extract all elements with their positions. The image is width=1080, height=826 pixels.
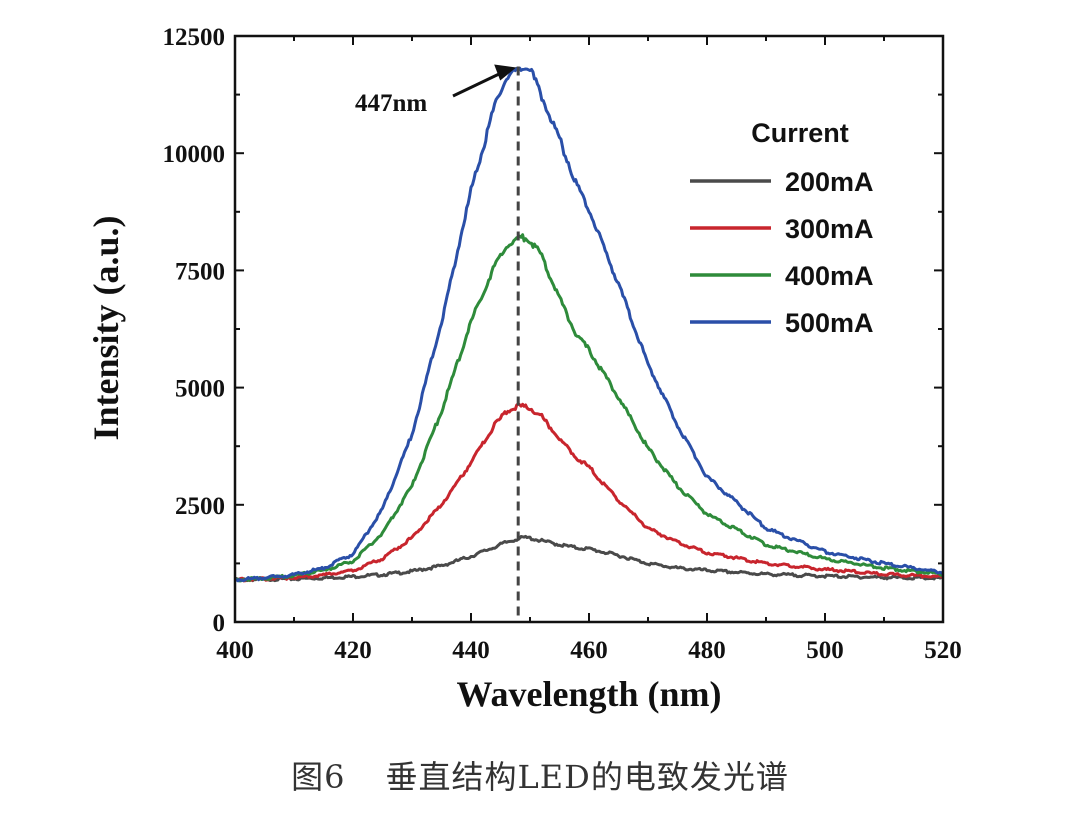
series-line-400mA [234,233,944,583]
x-tick-label: 500 [806,637,844,664]
legend: Current 200mA 300mA 400mA 500mA [690,118,874,338]
annotation-arrow-shaft [452,71,503,98]
y-axis-title: Intensity (a.u.) [86,215,126,440]
figure-label: 图6 [291,758,346,796]
legend-label-200mA: 200mA [785,167,874,197]
series-line-300mA [234,402,944,583]
x-tick-label: 480 [688,637,726,664]
x-tick-label: 400 [216,637,254,664]
legend-label-300mA: 300mA [785,214,874,244]
x-axis-title: Wavelength (nm) [457,674,722,714]
y-axis-ticks: 0 2500 5000 7500 10000 12500 [163,24,943,637]
annotation-arrow-head [494,64,517,81]
x-axis-ticks: 400 420 440 460 480 500 520 [216,36,962,664]
x-tick-label: 420 [334,637,372,664]
y-tick-label: 5000 [175,376,225,403]
x-tick-label: 460 [570,637,608,664]
annotation: 447nm [355,64,517,117]
peak-annotation-label: 447nm [355,90,427,117]
x-tick-label: 440 [452,637,490,664]
plot-frame [233,34,945,624]
el-spectrum-chart: 400 420 440 460 480 500 520 0 2500 5000 7500 10000… [86,24,962,714]
legend-label-500mA: 500mA [785,308,874,338]
x-tick-label: 520 [924,637,962,664]
series-line-500mA [235,66,945,583]
y-tick-label: 12500 [163,24,226,51]
legend-label-400mA: 400mA [785,261,874,291]
y-tick-label: 7500 [175,258,225,285]
plot-area [234,66,945,622]
y-tick-label: 0 [213,610,226,637]
figure-caption: 图6 垂直结构LED的电致发光谱 [0,752,1080,798]
legend-title: Current [751,118,849,148]
y-tick-label: 2500 [175,493,225,520]
y-tick-label: 10000 [163,141,226,168]
series-line-200mA [234,534,944,583]
caption-text: 垂直结构LED的电致发光谱 [385,758,789,796]
